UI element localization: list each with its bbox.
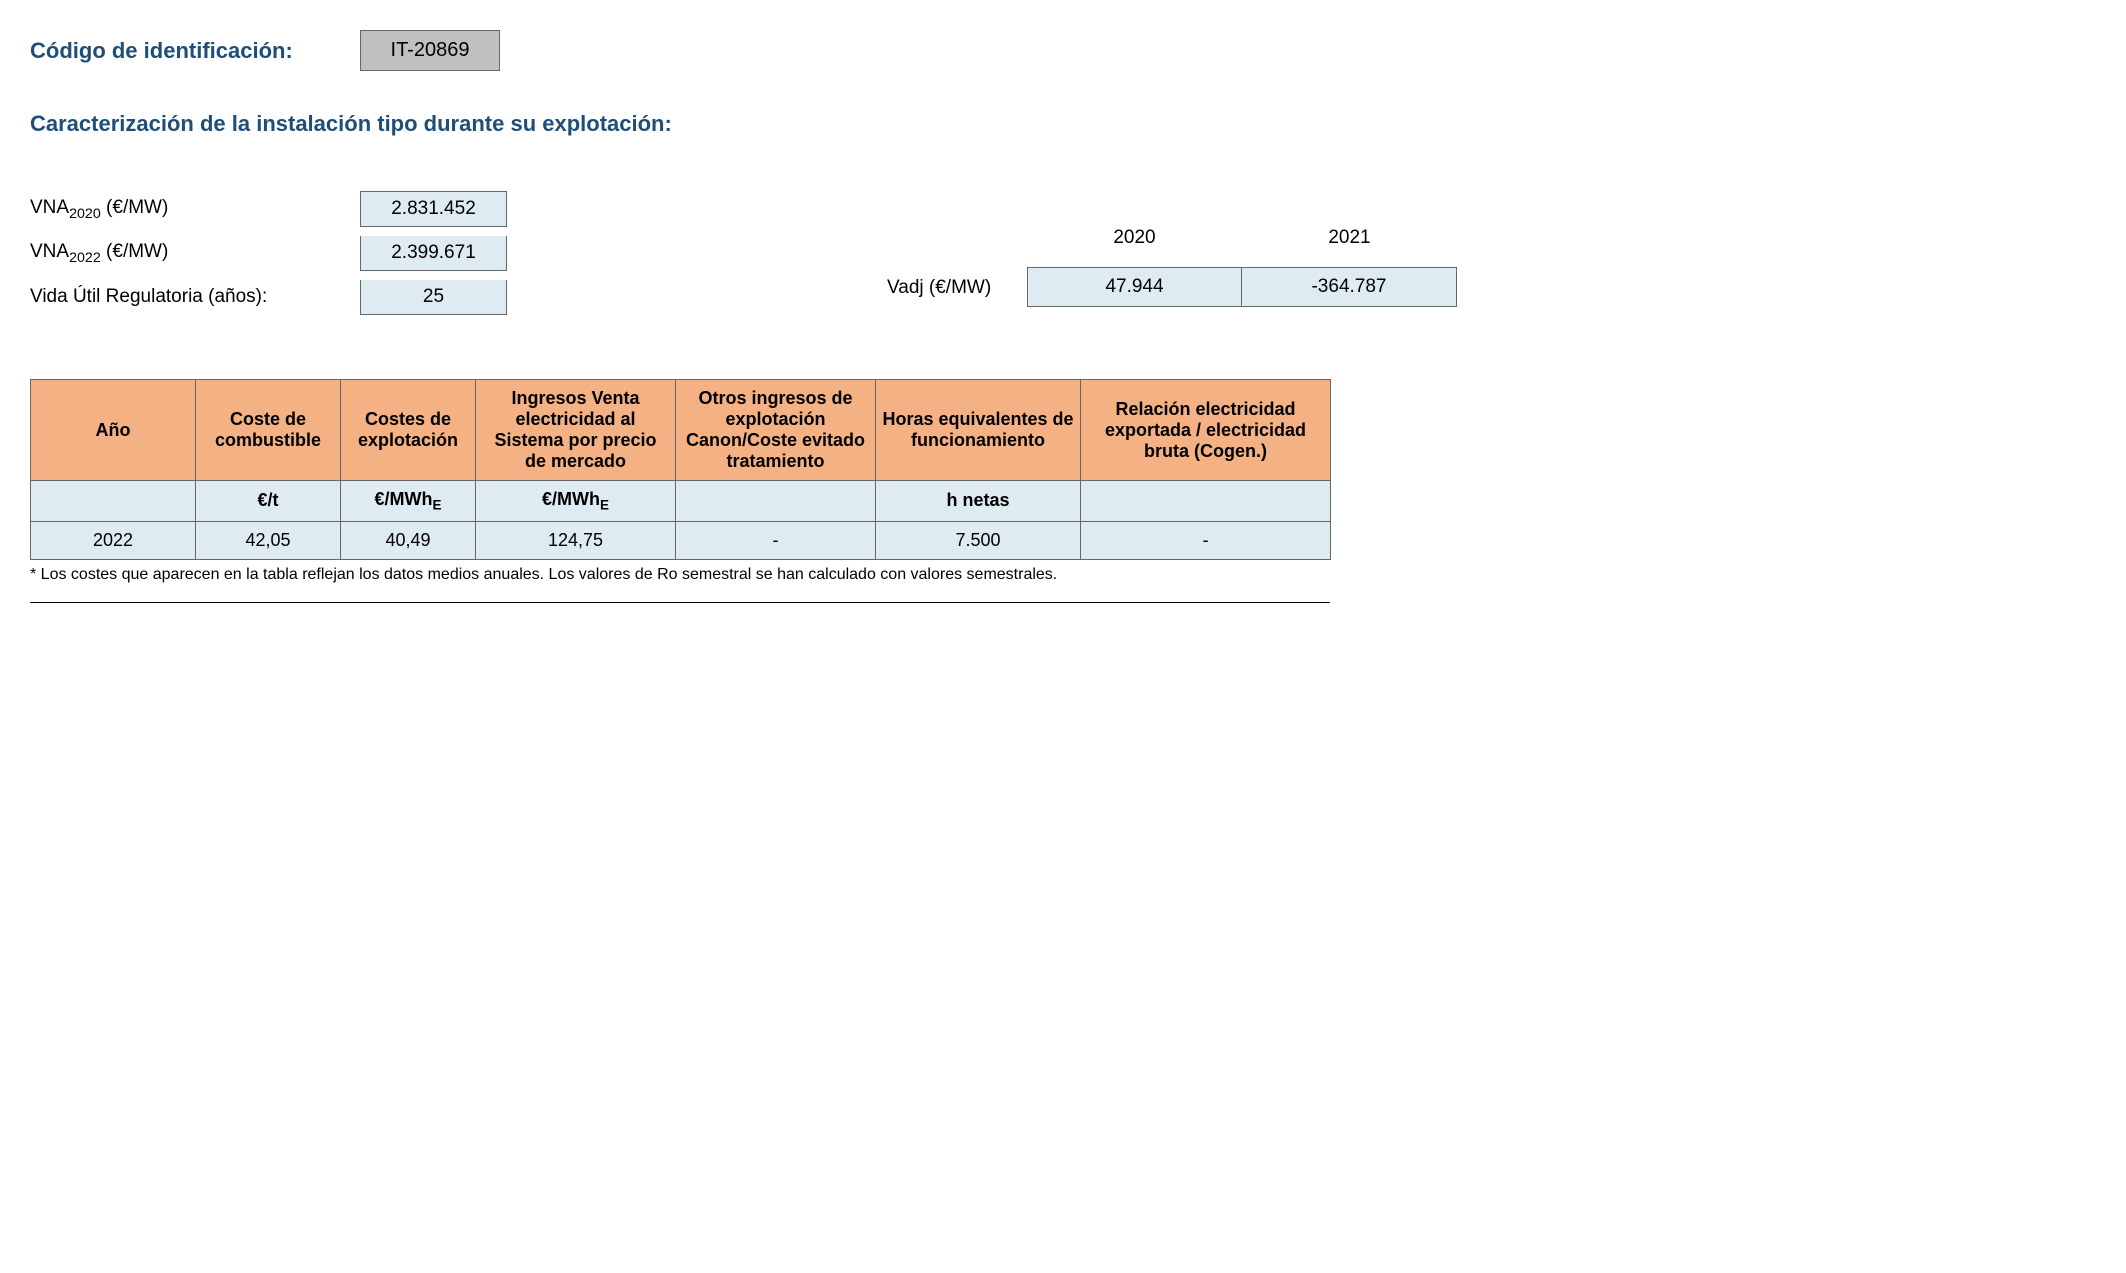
vna2020-label: VNA2020 (€/MW): [30, 197, 360, 222]
vadj-col-2021: 2021 -364.787: [1242, 227, 1457, 307]
code-value-box: IT-20869: [360, 30, 500, 71]
vna2022-row: VNA2022 (€/MW) 2.399.671: [30, 231, 507, 275]
code-row: Código de identificación: IT-20869: [30, 30, 2096, 71]
section-title: Caracterización de la instalación tipo d…: [30, 111, 2096, 137]
vadj-year-2020: 2020: [1113, 227, 1155, 267]
th-relacion: Relación electricidad exportada / electr…: [1081, 380, 1331, 481]
table-units-row: €/t €/MWhE €/MWhE h netas: [31, 481, 1331, 522]
vna2020-value: 2.831.452: [360, 191, 507, 227]
unit-ano: [31, 481, 196, 522]
params-block: VNA2020 (€/MW) 2.831.452 VNA2022 (€/MW) …: [30, 187, 2096, 319]
th-coste-combustible: Coste de combustible: [196, 380, 341, 481]
vadj-value-2021: -364.787: [1242, 267, 1457, 307]
vadj-year-2021: 2021: [1328, 227, 1370, 267]
th-ingresos-venta: Ingresos Venta electricidad al Sistema p…: [476, 380, 676, 481]
th-horas: Horas equivalentes de funcionamiento: [876, 380, 1081, 481]
unit-costes-explotacion: €/MWhE: [341, 481, 476, 522]
vadj-block: Vadj (€/MW) 2020 47.944 2021 -364.787: [887, 227, 1457, 307]
vida-label: Vida Útil Regulatoria (años):: [30, 286, 360, 308]
vida-row: Vida Útil Regulatoria (años): 25: [30, 275, 507, 319]
unit-coste-combustible: €/t: [196, 481, 341, 522]
vadj-col-2020: 2020 47.944: [1027, 227, 1242, 307]
unit-otros-ingresos: [676, 481, 876, 522]
th-otros-ingresos: Otros ingresos de explotación Canon/Cost…: [676, 380, 876, 481]
table-header-row: Año Coste de combustible Costes de explo…: [31, 380, 1331, 481]
unit-ingresos-venta: €/MWhE: [476, 481, 676, 522]
cell-ano: 2022: [31, 521, 196, 559]
cell-relacion: -: [1081, 521, 1331, 559]
vna2020-row: VNA2020 (€/MW) 2.831.452: [30, 187, 507, 231]
left-params: VNA2020 (€/MW) 2.831.452 VNA2022 (€/MW) …: [30, 187, 507, 319]
cell-costes-explotacion: 40,49: [341, 521, 476, 559]
th-costes-explotacion: Costes de explotación: [341, 380, 476, 481]
cell-horas: 7.500: [876, 521, 1081, 559]
vadj-label: Vadj (€/MW): [887, 277, 1027, 307]
table-data-row: 2022 42,05 40,49 124,75 - 7.500 -: [31, 521, 1331, 559]
cell-coste-combustible: 42,05: [196, 521, 341, 559]
main-table: Año Coste de combustible Costes de explo…: [30, 379, 1331, 560]
vida-value: 25: [360, 280, 507, 315]
cell-ingresos-venta: 124,75: [476, 521, 676, 559]
vadj-value-2020: 47.944: [1027, 267, 1242, 307]
unit-relacion: [1081, 481, 1331, 522]
code-label: Código de identificación:: [30, 38, 360, 64]
vna2022-label: VNA2022 (€/MW): [30, 241, 360, 266]
footnote: * Los costes que aparecen en la tabla re…: [30, 566, 2096, 584]
separator-line: [30, 602, 1330, 603]
vna2022-value: 2.399.671: [360, 236, 507, 271]
th-ano: Año: [31, 380, 196, 481]
unit-horas: h netas: [876, 481, 1081, 522]
cell-otros-ingresos: -: [676, 521, 876, 559]
